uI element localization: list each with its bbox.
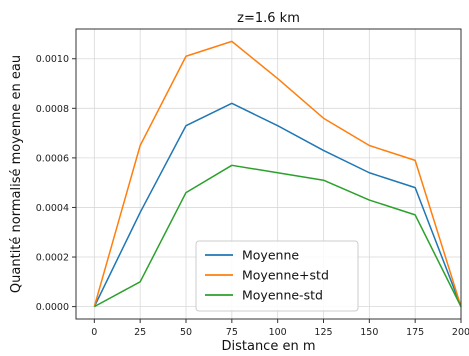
y-tick-label: 0.0006 xyxy=(36,153,69,164)
x-tick-label: 50 xyxy=(180,327,192,338)
y-tick-label: 0.0004 xyxy=(36,203,69,214)
legend-label: Moyenne xyxy=(242,248,299,263)
x-tick-label: 125 xyxy=(314,327,332,338)
y-axis-label: Quantité normalisé moyenne en eau xyxy=(9,55,24,293)
y-tick-label: 0.0000 xyxy=(36,302,69,313)
series-lines xyxy=(93,40,462,308)
x-tick-label: 75 xyxy=(226,327,238,338)
plot-frame xyxy=(75,28,462,320)
legend-label: Moyenne-std xyxy=(242,288,323,303)
legend: Moyenne Moyenne+std Moyenne-std xyxy=(195,240,359,312)
grid xyxy=(76,29,462,319)
legend-box xyxy=(195,240,359,312)
y-tick-label: 0.0010 xyxy=(36,54,69,65)
legend-label: Moyenne+std xyxy=(242,268,329,283)
x-tick-label: 25 xyxy=(134,327,146,338)
x-tick-label: 0 xyxy=(91,327,97,338)
x-axis-label: Distance en m xyxy=(221,339,315,354)
y-tick-label: 0.0008 xyxy=(36,104,69,115)
x-tick-label: 100 xyxy=(269,327,287,338)
series-line-moyenne-std xyxy=(93,40,462,307)
series-line-moyenne xyxy=(93,102,462,307)
chart-title: z=1.6 km xyxy=(237,11,300,26)
y-tick-label: 0.0002 xyxy=(36,253,69,264)
axis-ticks: 0 25 50 75 100 125 150 175 200 0.0000 0.0002 0.0004… xyxy=(36,54,469,338)
x-tick-label: 150 xyxy=(360,327,378,338)
x-tick-label: 175 xyxy=(406,327,424,338)
series-line-moyenne-std xyxy=(93,164,462,308)
x-tick-label: 200 xyxy=(452,327,469,338)
